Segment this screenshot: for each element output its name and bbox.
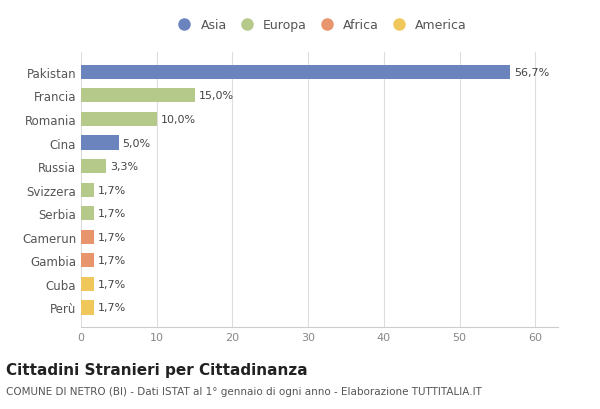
- Text: COMUNE DI NETRO (BI) - Dati ISTAT al 1° gennaio di ogni anno - Elaborazione TUTT: COMUNE DI NETRO (BI) - Dati ISTAT al 1° …: [6, 387, 482, 396]
- Bar: [81, 254, 94, 268]
- Text: 1,7%: 1,7%: [98, 279, 126, 289]
- Bar: [81, 183, 94, 197]
- Bar: [81, 89, 194, 103]
- Text: 5,0%: 5,0%: [122, 138, 151, 148]
- Bar: [81, 207, 94, 221]
- Bar: [81, 277, 94, 291]
- Text: 1,7%: 1,7%: [98, 185, 126, 195]
- Bar: [81, 65, 510, 80]
- Bar: [81, 301, 94, 315]
- Text: 1,7%: 1,7%: [98, 303, 126, 313]
- Text: 1,7%: 1,7%: [98, 209, 126, 219]
- Text: Cittadini Stranieri per Cittadinanza: Cittadini Stranieri per Cittadinanza: [6, 362, 308, 377]
- Text: 10,0%: 10,0%: [161, 115, 196, 125]
- Text: 1,7%: 1,7%: [98, 232, 126, 242]
- Text: 15,0%: 15,0%: [199, 91, 233, 101]
- Legend: Asia, Europa, Africa, America: Asia, Europa, Africa, America: [168, 16, 471, 36]
- Text: 3,3%: 3,3%: [110, 162, 138, 172]
- Text: 1,7%: 1,7%: [98, 256, 126, 266]
- Bar: [81, 160, 106, 174]
- Bar: [81, 112, 157, 127]
- Bar: [81, 230, 94, 244]
- Bar: [81, 136, 119, 150]
- Text: 56,7%: 56,7%: [514, 67, 550, 78]
